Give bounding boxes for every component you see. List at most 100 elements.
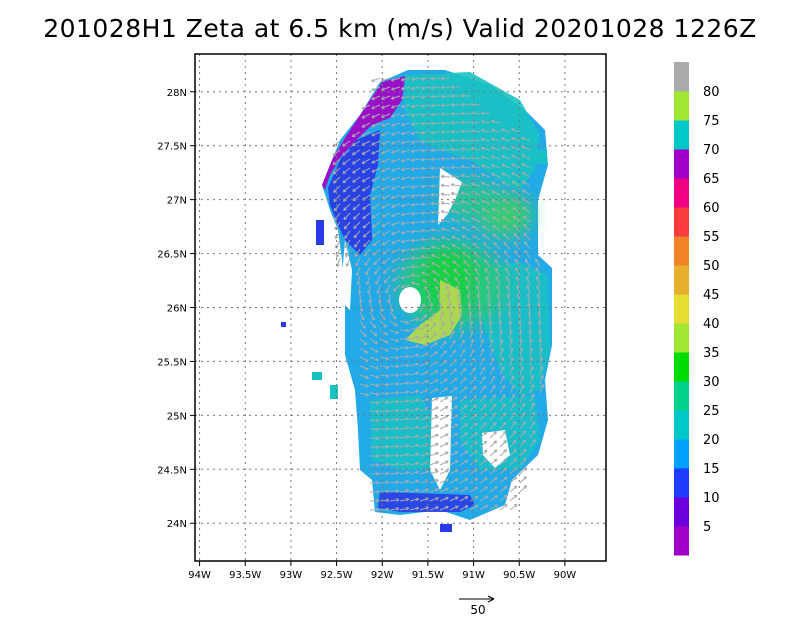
wind-vector-head [501,128,505,132]
wind-vector [373,257,381,266]
wind-vector-head [450,191,455,196]
wind-vector [401,194,411,198]
wind-vector [369,302,373,312]
wind-vector [479,468,488,475]
wind-vector [459,349,466,358]
wind-vector-head [421,263,425,267]
wind-vector [399,444,409,448]
wind-vector-head [351,151,356,156]
wind-vector-head [464,478,469,482]
wind-vector-head [475,276,479,281]
wind-vector-head [488,311,492,315]
wind-vector [399,355,410,358]
wind-vector [502,224,511,232]
wind-vector-head [395,480,400,484]
wind-vector-head [368,300,373,304]
wind-vector-head [430,175,434,179]
wind-vector-head [430,130,434,135]
wind-vector [391,104,401,109]
wind-vector-head [386,480,390,485]
wind-vector-head [500,357,505,361]
wind-vector [492,225,501,232]
wind-vector [508,311,511,322]
wind-vector-head [512,403,516,407]
wind-vector [363,239,371,247]
wind-vector [461,157,471,160]
wind-vector [509,375,515,385]
wind-vector [429,497,439,502]
wind-vector-head [444,277,448,281]
wind-vector [430,95,441,98]
wind-vector [372,203,381,210]
wind-vector [389,427,400,430]
wind-vector-head [415,506,420,511]
wind-vector-head [400,257,405,262]
wind-vector [369,338,378,345]
wind-vector [409,372,419,376]
wind-vector-head [449,311,454,316]
wind-vector-head [493,422,497,426]
wind-vector [391,257,401,263]
wind-vector-head [459,320,464,325]
wind-vector-head [410,86,415,91]
lon-tick-label: 90.5W [503,570,535,581]
wind-vector [522,180,531,187]
colorbar-segment [674,497,689,527]
wind-vector [409,453,419,457]
wind-vector [429,415,439,421]
wind-vector-head [501,137,505,141]
wind-vector-head [410,176,415,180]
colorbar-segment [674,178,689,208]
wind-vector [491,199,501,205]
wind-vector [459,321,463,331]
wind-vector-head [444,369,448,373]
wind-vector-head [482,225,486,229]
wind-vector [465,276,471,286]
wind-vector [391,95,401,100]
wind-vector [487,294,491,304]
wind-vector-head [531,420,536,425]
wind-vector [379,374,389,377]
wind-vector-head [425,361,429,366]
wind-vector-head [424,286,428,290]
colorbar-segment [674,439,689,469]
wind-vector-head [450,209,455,214]
wind-vector [449,359,457,367]
colorbar-segment [674,410,689,440]
wind-vector [524,241,531,250]
wind-vector [479,459,488,466]
wind-vector-head [442,261,446,265]
wind-vector-head [386,427,390,431]
wind-vector [439,396,448,403]
wind-vector [399,382,409,385]
wind-vector [399,364,410,367]
wind-vector [401,275,411,279]
wind-vector [379,329,388,336]
wind-vector [460,112,471,115]
wind-vector [430,86,441,89]
wind-vector [496,285,501,295]
wind-vector [389,481,399,484]
wind-vector [421,122,431,125]
speckle [537,150,547,164]
wind-vector [430,122,441,125]
wind-vector [379,463,390,466]
wind-vector-head [463,386,468,390]
wind-vector-head [420,175,424,180]
wind-vector [433,278,441,286]
wind-vector-head [501,190,506,194]
wind-vector [539,375,544,385]
wind-vector [361,131,371,137]
wind-vector-head [410,185,415,189]
wind-vector-head [355,262,359,267]
wind-vector-head [375,366,379,370]
wind-vector [419,452,429,457]
wind-vector [482,234,491,241]
wind-vector [449,451,459,457]
wind-vector-head [522,421,526,425]
wind-vector-head [440,139,444,143]
wind-vector [399,471,409,475]
wind-vector-head [464,432,468,436]
wind-vector [509,357,514,367]
